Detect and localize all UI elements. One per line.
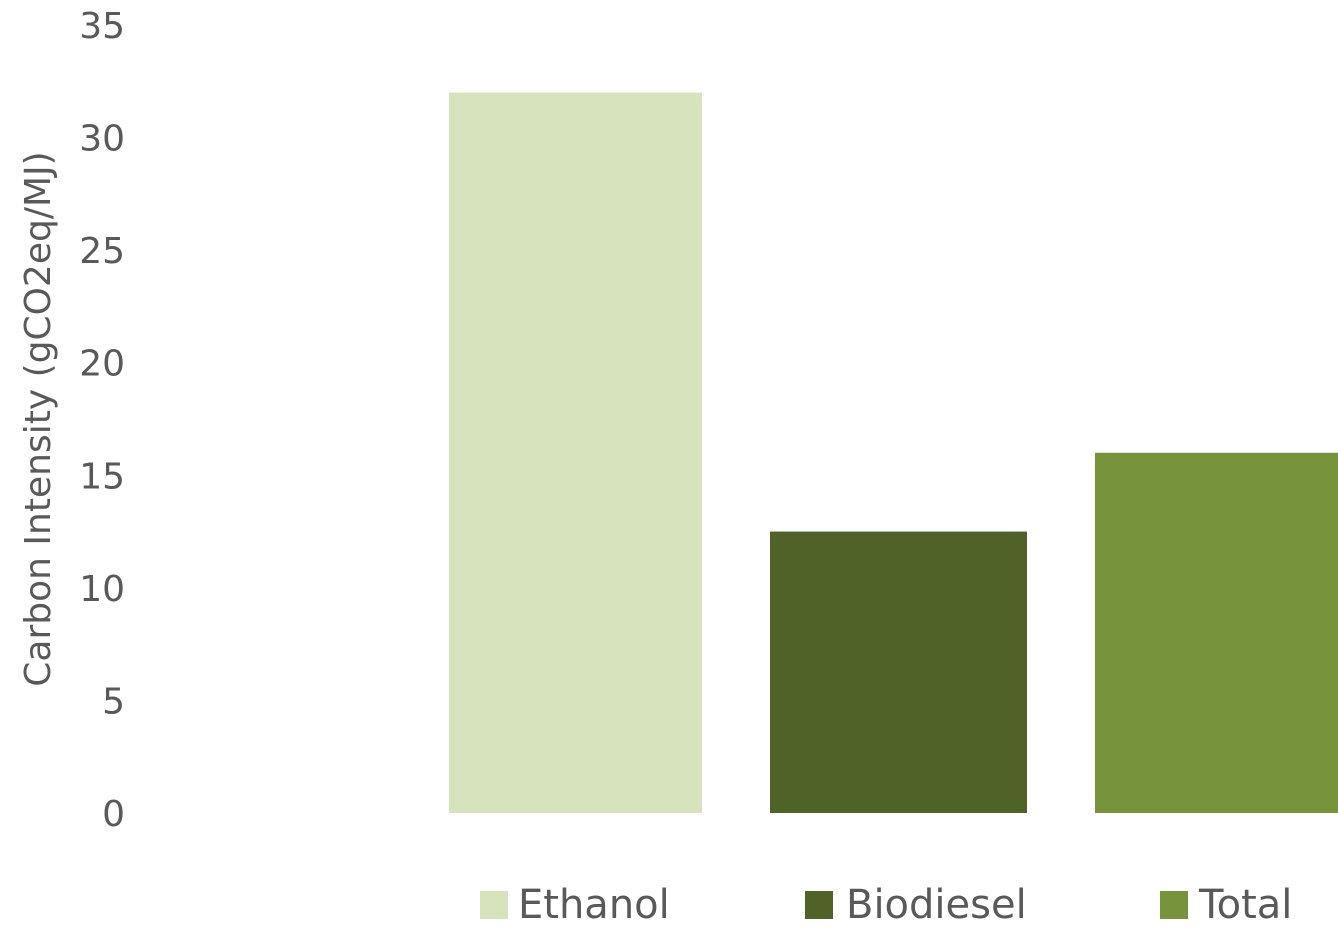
bar-biodiesel [770,531,1027,813]
legend-swatch-ethanol [480,891,508,919]
legend-label-biodiesel: Biodiesel [846,882,1027,924]
y-axis-title: Carbon Intensity (gCO2eq/MJ) [18,151,59,686]
legend-label-ethanol: Ethanol [518,882,670,924]
y-tick-label: 5 [102,681,125,722]
y-tick-label: 15 [79,456,125,497]
y-tick-label: 25 [79,231,125,272]
bars [449,92,1338,814]
y-tick-label: 20 [79,344,125,385]
bar-total [1095,452,1338,813]
legend-swatch-total [1160,891,1188,919]
bar-ethanol [449,92,702,814]
y-axis-ticks: 0 5 10 15 20 25 30 35 [79,6,125,835]
legend-label-total: Total [1198,882,1292,924]
legend: Ethanol Biodiesel Total [480,882,1292,928]
y-tick-label: 0 [102,794,125,835]
y-tick-label: 10 [79,569,125,610]
legend-swatch-biodiesel [805,891,833,919]
y-tick-label: 35 [79,6,125,47]
y-tick-label: 30 [79,119,125,160]
